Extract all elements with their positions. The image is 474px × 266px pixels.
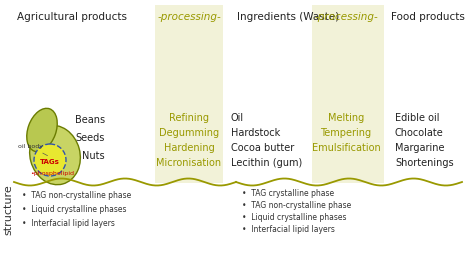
Text: •  Interfacial lipid layers: • Interfacial lipid layers — [22, 219, 115, 228]
Text: -processing-: -processing- — [157, 12, 221, 22]
Text: Micronisation: Micronisation — [156, 158, 221, 168]
Text: •  TAG non-crystalline phase: • TAG non-crystalline phase — [242, 201, 351, 210]
Text: Emulsification: Emulsification — [311, 143, 380, 153]
Text: •  TAG non-crystalline phase: • TAG non-crystalline phase — [22, 192, 131, 201]
Circle shape — [34, 144, 66, 176]
Text: Hardstock: Hardstock — [231, 128, 280, 138]
Text: Tempering: Tempering — [320, 128, 372, 138]
Text: Melting: Melting — [328, 113, 364, 123]
Text: Beans: Beans — [75, 115, 105, 125]
Text: Oil: Oil — [231, 113, 244, 123]
Text: •  TAG crystalline phase: • TAG crystalline phase — [242, 189, 334, 197]
Text: Hardening: Hardening — [164, 143, 214, 153]
Text: Lecithin (gum): Lecithin (gum) — [231, 158, 302, 168]
Text: TAGs: TAGs — [40, 159, 60, 165]
Text: -processing-: -processing- — [314, 12, 378, 22]
Text: Food products: Food products — [391, 12, 465, 22]
Text: Cocoa butter: Cocoa butter — [231, 143, 294, 153]
Text: •  Interfacial lipid layers: • Interfacial lipid layers — [242, 225, 335, 234]
Text: Chocolate: Chocolate — [395, 128, 444, 138]
Text: Refining: Refining — [169, 113, 209, 123]
Bar — [155, 5, 223, 183]
Bar — [312, 5, 384, 183]
Text: Seeds: Seeds — [76, 133, 105, 143]
Text: •phospholipid: •phospholipid — [30, 171, 74, 176]
Text: Degumming: Degumming — [159, 128, 219, 138]
Text: •  Liquid crystalline phases: • Liquid crystalline phases — [22, 206, 127, 214]
Ellipse shape — [27, 108, 57, 152]
Text: •  Liquid crystalline phases: • Liquid crystalline phases — [242, 213, 346, 222]
Text: Nuts: Nuts — [82, 151, 105, 161]
Text: Shortenings: Shortenings — [395, 158, 454, 168]
Text: Ingredients (Waste): Ingredients (Waste) — [237, 12, 339, 22]
Text: Margarine: Margarine — [395, 143, 445, 153]
Text: oil body: oil body — [18, 144, 47, 156]
Ellipse shape — [30, 125, 81, 185]
Text: Edible oil: Edible oil — [395, 113, 439, 123]
Text: Agricultural products: Agricultural products — [17, 12, 127, 22]
Text: structure: structure — [3, 185, 13, 235]
